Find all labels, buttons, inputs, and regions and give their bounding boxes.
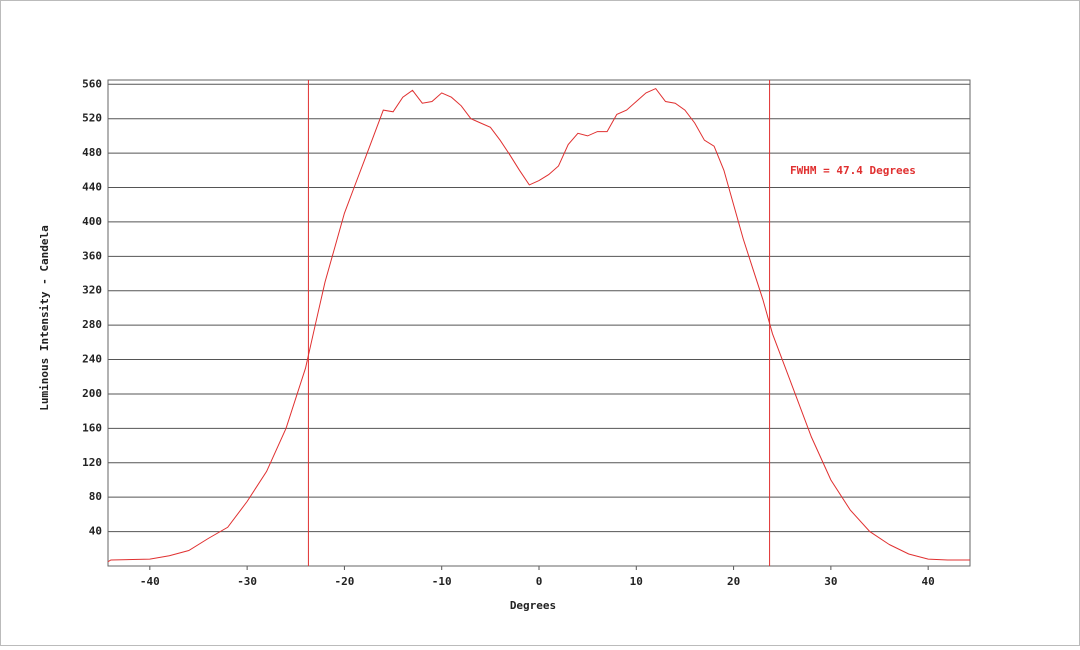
y-tick-label: 360 bbox=[82, 249, 102, 262]
y-tick-label: 280 bbox=[82, 318, 102, 331]
y-tick-label: 40 bbox=[89, 525, 102, 538]
x-tick-label: 0 bbox=[536, 575, 543, 588]
y-tick-label: 320 bbox=[82, 284, 102, 297]
x-tick-label: 40 bbox=[922, 575, 935, 588]
y-tick-label: 200 bbox=[82, 387, 102, 400]
data-line bbox=[107, 87, 970, 563]
x-tick-label: -40 bbox=[140, 575, 160, 588]
y-tick-label: 80 bbox=[89, 490, 102, 503]
y-tick-label: 560 bbox=[82, 77, 102, 90]
y-axis-label: Luminous Intensity - Candela bbox=[38, 225, 51, 410]
x-tick-label: 30 bbox=[824, 575, 837, 588]
x-axis-label: Degrees bbox=[510, 599, 556, 612]
y-tick-label: 120 bbox=[82, 456, 102, 469]
y-tick-label: 240 bbox=[82, 353, 102, 366]
x-tick-label: -30 bbox=[237, 575, 257, 588]
x-tick-label: -10 bbox=[432, 575, 452, 588]
plot-frame bbox=[107, 79, 971, 567]
y-tick-label: 480 bbox=[82, 146, 102, 159]
x-tick-label: 20 bbox=[727, 575, 740, 588]
y-tick-label: 520 bbox=[82, 112, 102, 125]
y-tick-label: 440 bbox=[82, 181, 102, 194]
x-tick-label: -20 bbox=[334, 575, 354, 588]
y-tick-label: 400 bbox=[82, 215, 102, 228]
annotation: FWHM = 47.4 Degrees bbox=[790, 164, 916, 177]
y-tick-label: 160 bbox=[82, 421, 102, 434]
x-tick-label: 10 bbox=[630, 575, 643, 588]
